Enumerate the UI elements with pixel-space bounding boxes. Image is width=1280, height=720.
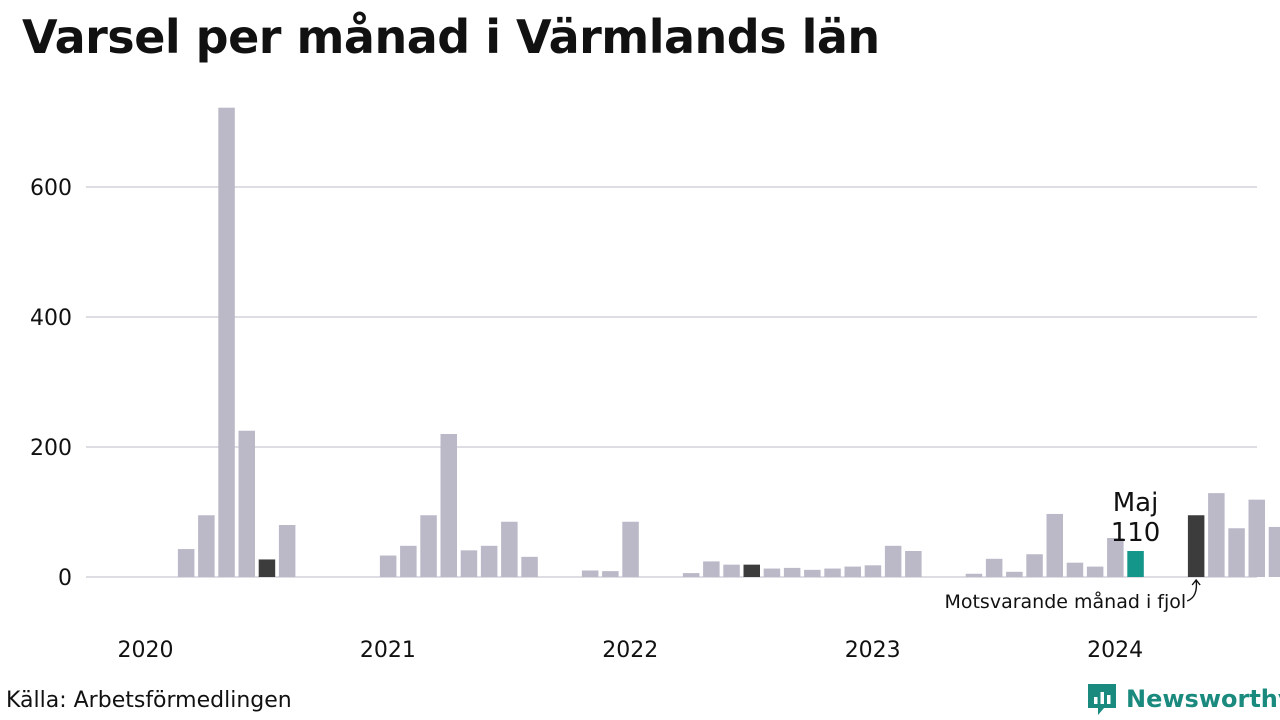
bar-same-month-last-year <box>743 564 760 577</box>
bar <box>1268 526 1280 577</box>
bar <box>723 564 740 577</box>
bar <box>1006 571 1023 577</box>
bar <box>844 566 861 577</box>
bar <box>278 525 296 577</box>
x-tick-label: 2021 <box>360 638 416 663</box>
y-tick-label: 600 <box>30 176 72 201</box>
brand-name: Newsworthy <box>1126 685 1280 713</box>
bar <box>1208 493 1225 577</box>
bar <box>783 567 801 577</box>
current-month-label: Maj <box>1113 488 1159 518</box>
bar <box>460 550 478 577</box>
bar <box>804 569 821 577</box>
bar <box>177 549 195 577</box>
brand-logo: Newsworthy <box>1086 682 1280 716</box>
bar <box>238 430 255 577</box>
bar <box>400 545 417 577</box>
bar <box>602 571 619 577</box>
bar <box>905 551 922 577</box>
y-tick-label: 400 <box>30 306 72 331</box>
bar <box>622 521 639 577</box>
bar <box>198 515 215 577</box>
bar-current <box>1127 551 1144 577</box>
bar <box>420 515 437 577</box>
bar <box>985 558 1003 577</box>
bar-chart: 0 200 400 600 2020 2021 2022 2023 2024 Maj 110 … <box>30 107 1280 663</box>
bar <box>1228 528 1245 577</box>
bar <box>884 545 902 577</box>
x-tick-label: 2024 <box>1087 638 1143 663</box>
x-tick-label: 2023 <box>845 638 901 663</box>
bar <box>965 573 983 577</box>
bar <box>480 545 498 577</box>
x-axis-ticks: 2020 2021 2022 2023 2024 <box>118 638 1144 663</box>
y-tick-label: 200 <box>30 436 72 461</box>
bar <box>763 568 781 577</box>
y-tick-label: 0 <box>58 566 72 591</box>
bar <box>218 107 235 577</box>
bar <box>501 521 518 577</box>
bar <box>824 568 841 577</box>
newsworthy-logo-icon <box>1088 684 1116 715</box>
bar <box>703 561 720 577</box>
x-tick-label: 2022 <box>602 638 658 663</box>
bar <box>682 573 700 577</box>
source-note: Källa: Arbetsförmedlingen <box>6 688 292 713</box>
current-value-label: 110 <box>1111 518 1161 548</box>
bar <box>1066 562 1084 577</box>
bars <box>177 107 1280 577</box>
x-tick-label: 2020 <box>118 638 174 663</box>
same-month-annotation: Motsvarande månad i fjol <box>944 590 1186 613</box>
bar <box>1046 513 1063 577</box>
bar <box>864 565 882 577</box>
bar <box>440 434 457 577</box>
bar <box>521 556 538 577</box>
chart-title: Varsel per månad i Värmlands län <box>22 10 880 64</box>
bar <box>1026 554 1043 577</box>
y-axis-ticks: 0 200 400 600 <box>30 176 72 591</box>
bar <box>379 555 397 577</box>
bar <box>581 570 599 577</box>
bar <box>1086 566 1104 577</box>
annotation-arrow <box>1186 578 1201 602</box>
bar <box>1248 499 1265 577</box>
bar-same-month-last-year <box>258 559 276 577</box>
bar-same-month-last-year <box>1187 515 1205 577</box>
bar <box>1107 538 1124 577</box>
grid-lines <box>86 186 1257 578</box>
annotations: Maj 110 Motsvarande månad i fjol <box>944 488 1201 613</box>
